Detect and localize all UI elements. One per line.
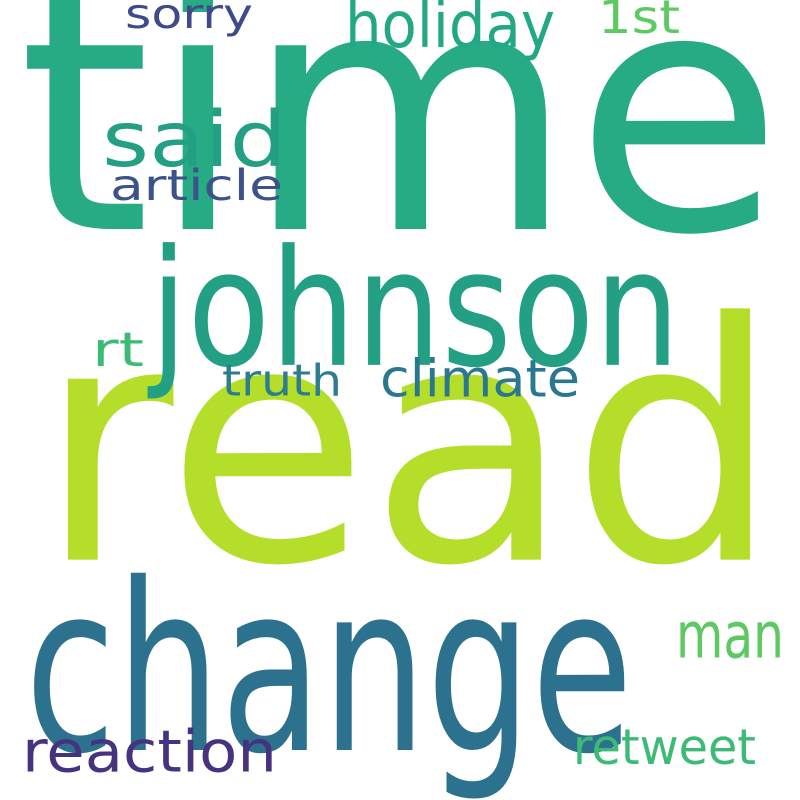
- word-johnson: johnson: [150, 215, 680, 405]
- word-man: man: [676, 599, 784, 674]
- word-said: said: [102, 94, 288, 185]
- word-retweet: retweet: [573, 720, 756, 777]
- word-change: change: [25, 535, 634, 800]
- word-climate: climate: [380, 348, 581, 409]
- word-1st: 1st: [598, 0, 680, 45]
- word-holiday: holiday: [345, 0, 555, 63]
- word-read: read: [38, 253, 780, 639]
- word-rt: rt: [92, 323, 145, 379]
- word-time: time: [18, 0, 784, 308]
- word-reaction: reaction: [22, 717, 277, 785]
- word-sorry: sorry: [125, 0, 253, 38]
- word-truth: truth: [222, 355, 342, 407]
- word-article: article: [110, 162, 283, 212]
